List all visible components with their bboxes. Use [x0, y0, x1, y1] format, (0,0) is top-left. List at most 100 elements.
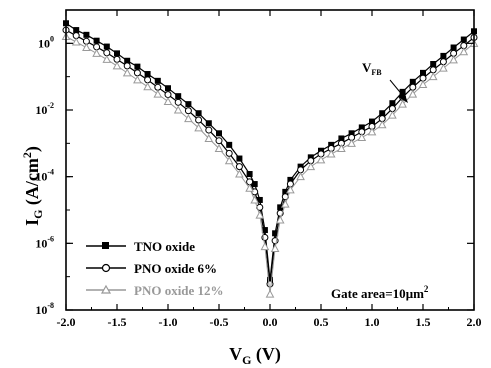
data-point [154, 77, 161, 84]
data-point [173, 105, 183, 114]
data-point [215, 137, 223, 145]
legend-marker-pno12 [100, 284, 112, 294]
data-point [418, 79, 428, 89]
data-point [205, 126, 213, 134]
x-axis-title-unit: (V) [251, 344, 281, 365]
data-point [251, 181, 258, 188]
legend-item-pno6: PNO oxide 6% [86, 261, 217, 276]
vfb-label: VFB [362, 60, 382, 77]
plot-frame [65, 9, 475, 311]
vfb-annotation: VFB [362, 60, 408, 103]
data-point [358, 124, 365, 131]
x-tick-label: 0.0 [263, 315, 278, 329]
data-point [124, 57, 131, 64]
data-point [133, 69, 141, 77]
data-point [328, 141, 335, 148]
gate-area-text: Gate area=10 [331, 286, 406, 301]
x-tick-label: 2.0 [467, 315, 482, 329]
data-point [297, 166, 305, 174]
y-tick-base: 10 [38, 36, 50, 50]
data-point [459, 47, 469, 56]
legend-item-pno12: PNO oxide 12% [86, 283, 224, 298]
plot-series [61, 20, 479, 298]
x-tick-label: -0.5 [210, 315, 229, 329]
data-point [102, 54, 112, 63]
y-axis-title-sup: 2 [20, 152, 34, 158]
data-point [174, 98, 182, 106]
x-tick-label: -2.0 [57, 315, 76, 329]
data-point [408, 89, 418, 98]
data-point [133, 75, 142, 84]
data-point [164, 91, 172, 99]
data-point [194, 123, 203, 132]
data-point [93, 37, 100, 44]
data-point [286, 185, 295, 194]
data-point [175, 93, 182, 100]
y-tick-exp: -6 [47, 234, 54, 243]
legend-item-tno: TNO oxide [86, 239, 195, 254]
data-point [260, 242, 270, 251]
data-point [306, 162, 316, 171]
y-tick-label: 100 [38, 34, 54, 50]
data-point [123, 62, 131, 70]
data-point [428, 72, 438, 81]
data-point [236, 155, 243, 162]
data-point [261, 227, 268, 234]
data-point [379, 110, 386, 117]
data-point [112, 61, 122, 70]
data-point [71, 37, 81, 46]
data-point [287, 176, 294, 183]
data-point [153, 89, 163, 98]
data-point [204, 133, 214, 142]
data-point [250, 195, 260, 204]
data-point [429, 66, 437, 74]
vfb-label-sub: FB [371, 68, 382, 77]
data-point [235, 163, 243, 171]
data-point [73, 27, 80, 34]
y-axis-title: IG (A/cm2) [20, 146, 45, 226]
data-point [326, 149, 336, 158]
data-point [270, 243, 280, 252]
y-tick-base: 10 [35, 170, 47, 184]
data-point [103, 43, 110, 50]
data-point [272, 230, 279, 237]
data-point [165, 85, 171, 92]
y-tick-label: 10-6 [35, 234, 54, 250]
x-axis-title: VG (V) [229, 344, 281, 367]
data-point [296, 172, 305, 181]
data-point [143, 82, 152, 91]
y-axis-title-close: ) [22, 146, 43, 152]
legend-label-pno6: PNO oxide 6% [134, 261, 217, 276]
data-point [348, 130, 355, 137]
y-tick-base: 10 [35, 236, 47, 250]
data-point [154, 83, 162, 91]
data-point [246, 171, 253, 178]
data-point [367, 127, 377, 136]
vfb-label-main: V [362, 60, 372, 75]
data-point [144, 71, 151, 78]
data-point [235, 169, 244, 178]
x-axis-title-main: V [229, 344, 242, 364]
y-tick-exp: -8 [47, 301, 54, 310]
data-point [224, 156, 234, 165]
y-tick-label: 10-4 [35, 168, 54, 184]
data-point [144, 76, 152, 84]
data-point [399, 88, 406, 95]
data-point [275, 215, 285, 224]
y-tick-base: 10 [35, 103, 47, 117]
data-point [282, 188, 289, 195]
x-tick-label: -1.0 [159, 315, 178, 329]
data-point [255, 210, 265, 219]
data-point [256, 196, 263, 203]
data-point [122, 68, 132, 77]
vfb-arrow-head [398, 92, 408, 103]
data-point [226, 141, 233, 148]
x-tick-label: 1.0 [365, 315, 380, 329]
data-point [185, 101, 192, 108]
y-tick-exp: -4 [47, 168, 54, 177]
data-point [439, 63, 448, 72]
y-axis-title-sub: G [31, 210, 45, 219]
data-point [83, 31, 90, 38]
legend-marker-tno [102, 242, 109, 249]
data-point [195, 116, 203, 124]
